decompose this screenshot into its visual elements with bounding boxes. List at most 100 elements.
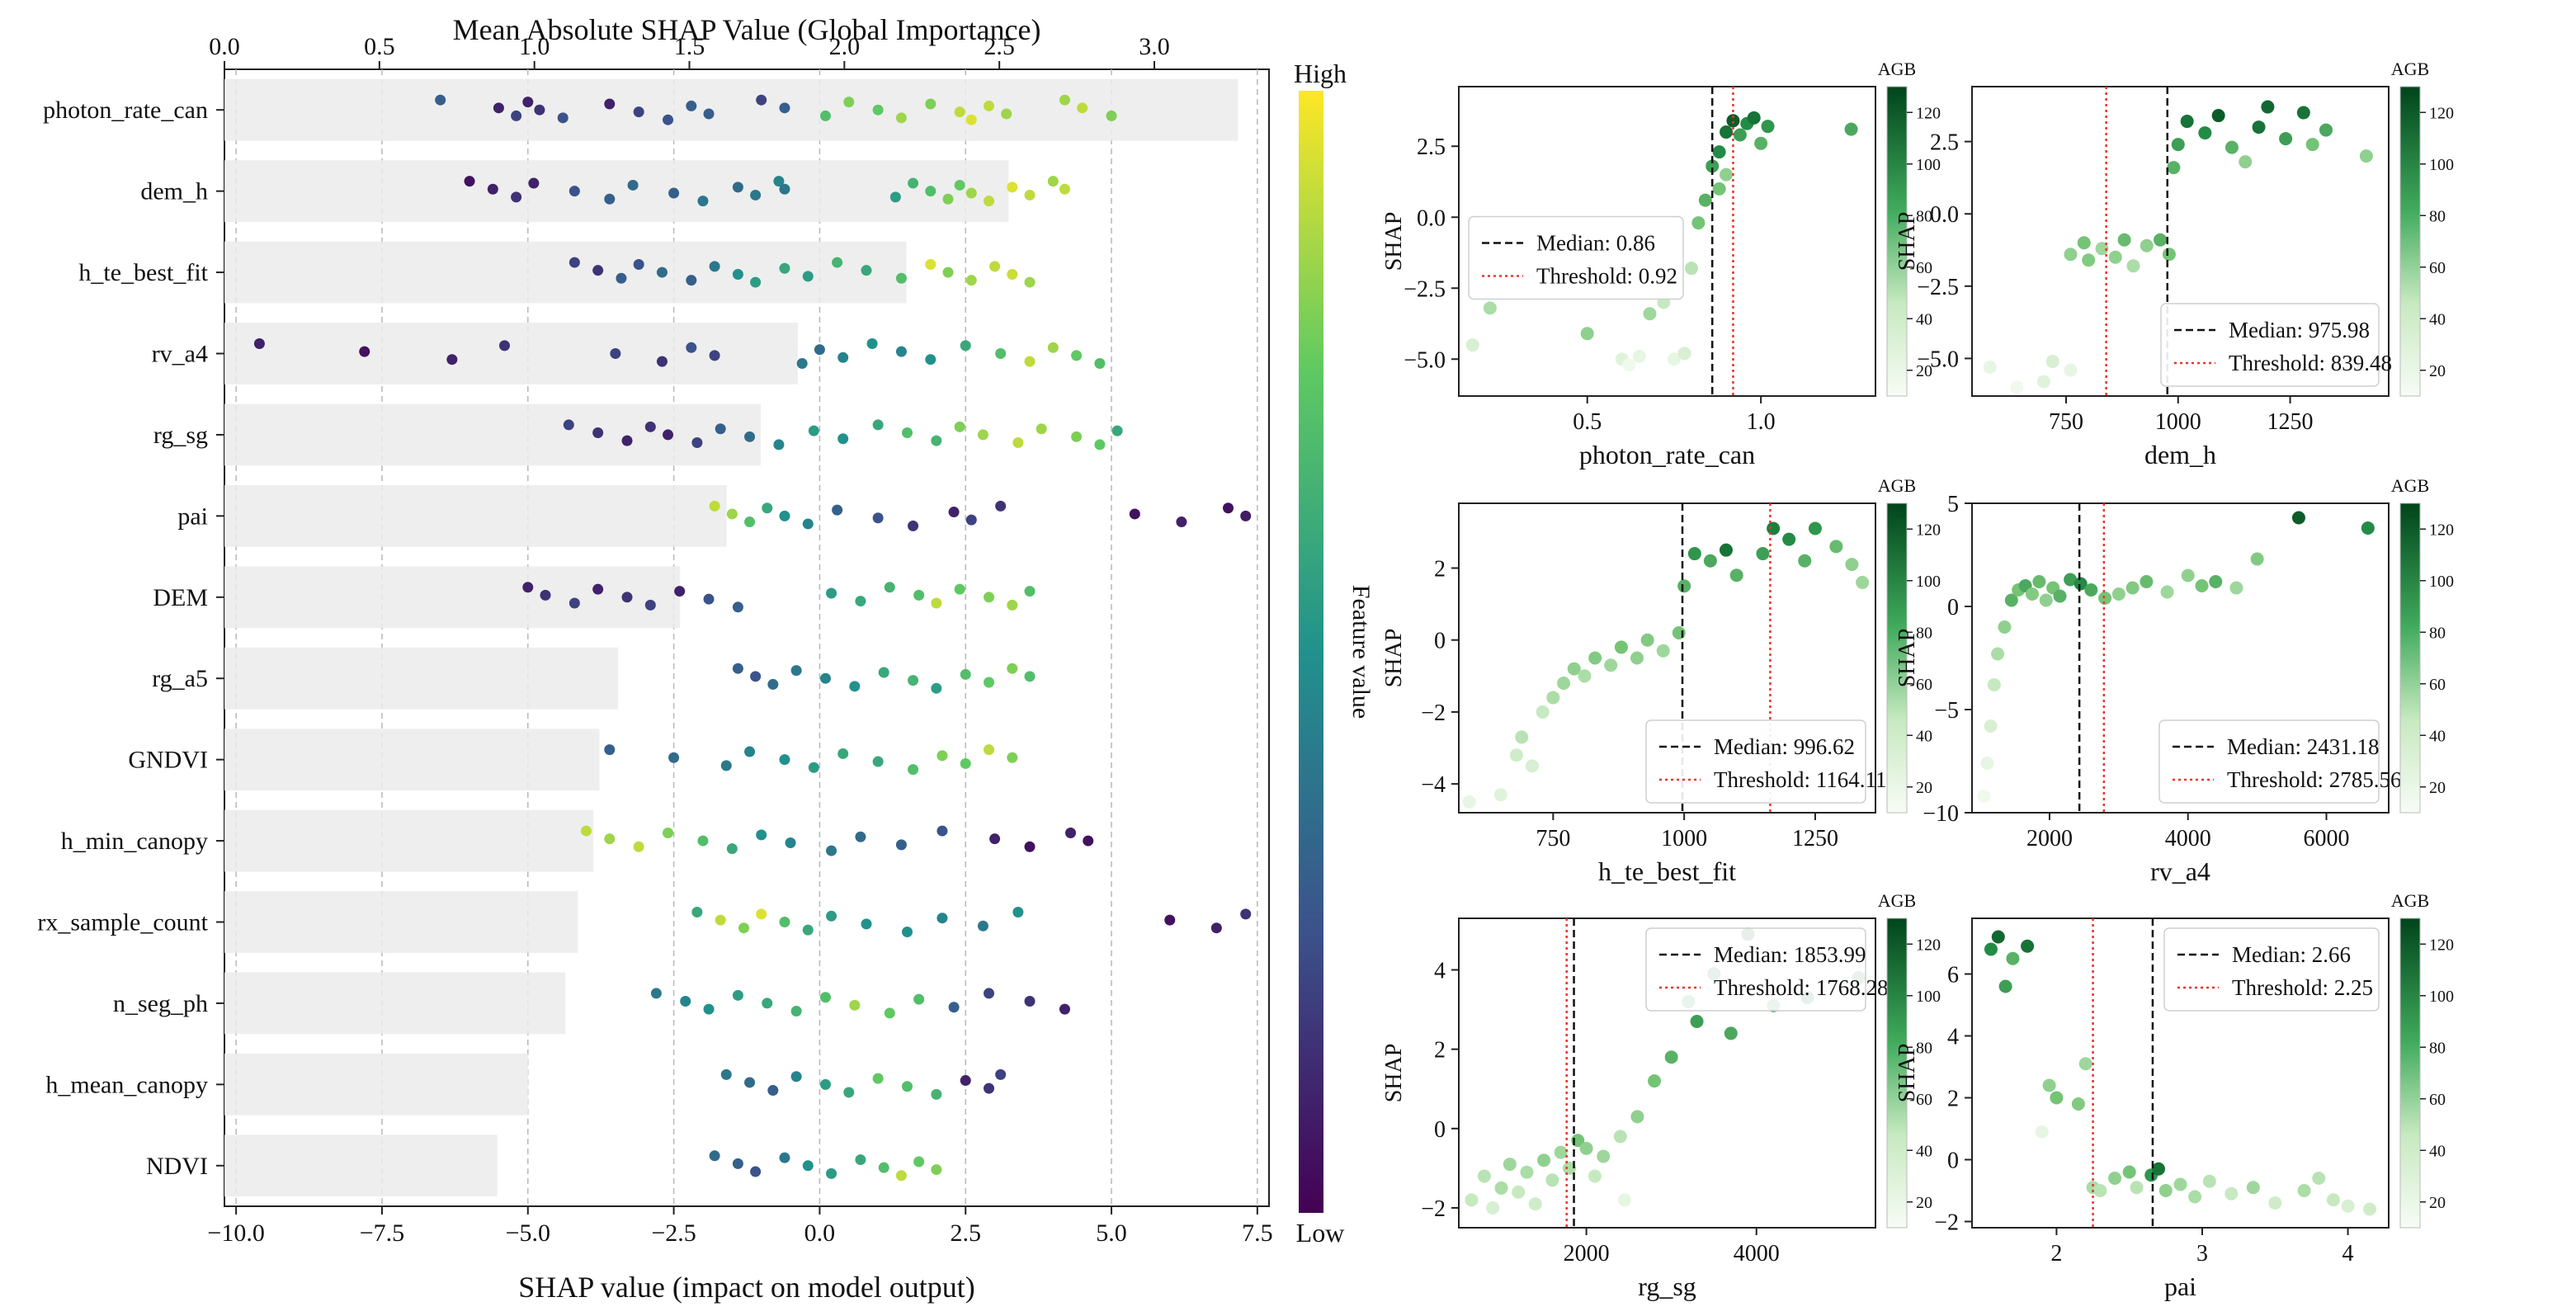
shap-point	[942, 267, 954, 278]
dependence-point	[2250, 552, 2264, 566]
shap-summary-chart: photon_rate_can dem_h h_te_best_fit rv_a4rg…	[37, 13, 1272, 1304]
colorbar-axis-label: Feature value	[1347, 585, 1375, 719]
dependence-panel-rg-sg: 2000 4000 −2 0 2 4 rg_sg SHAP Median: 1853.99 Thr…	[1381, 890, 1941, 1301]
agb-tick-label: 120	[2429, 104, 2454, 122]
shap-point	[762, 998, 773, 1009]
dependence-point	[2093, 1184, 2107, 1197]
importance-bar	[224, 972, 566, 1035]
shap-point	[895, 346, 907, 357]
dependence-point	[2152, 1162, 2166, 1176]
shap-point	[686, 342, 697, 353]
dependence-point	[2082, 253, 2096, 267]
legend-median-label: Median: 2.66	[2232, 942, 2351, 967]
shap-point	[703, 1003, 715, 1015]
shap-point	[709, 500, 720, 512]
colorbar-low-label: Low	[1296, 1218, 1345, 1248]
shap-point	[1071, 350, 1083, 361]
feature-label: h_min_canopy	[61, 828, 208, 855]
panel-xtick-label: 750	[1536, 826, 1570, 851]
importance-tick-label: 1.0	[519, 33, 550, 60]
colorbar-high-label: High	[1294, 59, 1347, 88]
dependence-point	[2209, 575, 2223, 588]
dependence-point	[2225, 140, 2239, 154]
feature-label: photon_rate_can	[43, 97, 208, 124]
legend-box	[1468, 215, 1684, 300]
shap-point	[965, 514, 977, 526]
shap-point	[644, 599, 656, 611]
legend-median-label: Median: 1853.99	[1714, 942, 1866, 967]
dependence-point	[1672, 625, 1686, 639]
shap-point	[954, 421, 965, 432]
agb-colorbar-label: AGB	[2391, 475, 2429, 496]
shap-point	[1012, 907, 1024, 917]
panel-frame	[1971, 86, 2390, 397]
dependence-point	[1844, 122, 1858, 136]
importance-tick-label: 0.5	[364, 33, 395, 60]
agb-tick-label: 80	[2429, 1039, 2446, 1057]
dependence-point	[2064, 573, 2078, 587]
shap-point	[779, 917, 790, 927]
panel-ylabel: SHAP	[1894, 1044, 1920, 1103]
shap-point	[965, 275, 977, 286]
shap-point	[843, 1087, 855, 1098]
shap-point	[995, 500, 1007, 512]
shap-point	[995, 348, 1007, 359]
shap-point	[1024, 996, 1036, 1007]
dependence-point	[1515, 730, 1529, 744]
shap-point	[878, 1162, 889, 1173]
shap-point	[984, 988, 995, 999]
shap-point	[668, 187, 680, 199]
shap-point	[895, 272, 907, 284]
dependence-point	[2111, 587, 2125, 601]
dependence-point	[1754, 136, 1768, 150]
panel-legend: Median: 996.62 Threshold: 1164.11	[1645, 719, 1886, 804]
dependence-point	[2312, 1172, 2326, 1185]
shap-point	[861, 265, 872, 276]
panel-xtick-label: 4000	[2165, 826, 2211, 851]
shap-point	[511, 191, 522, 203]
shap-point	[569, 186, 580, 197]
shap-point	[732, 1158, 743, 1169]
dependence-point	[2173, 1177, 2187, 1191]
importance-tick-label: 1.5	[674, 33, 705, 60]
dependence-point	[1545, 1173, 1559, 1187]
importance-tick-label: 0.0	[209, 33, 240, 60]
dependence-plots: 0.5 1.0 −5.0 −2.5 0.0 2.5 photon_rate_can SHAP M…	[1381, 59, 2454, 1301]
shap-point	[819, 672, 831, 684]
agb-colorbar	[2399, 917, 2421, 1229]
panel-xtick-label: 4	[2342, 1241, 2354, 1266]
dependence-point	[1782, 532, 1796, 546]
dependence-point	[2297, 1184, 2311, 1197]
shap-point	[1164, 914, 1176, 926]
panel-xtick-label: 2	[2050, 1241, 2062, 1266]
summary-xtick-label: 5.0	[1096, 1219, 1127, 1247]
shap-point	[1240, 908, 1252, 920]
feature-label: GNDVI	[128, 747, 208, 774]
shap-point	[931, 682, 942, 694]
shap-point	[487, 183, 498, 195]
shap-point	[837, 351, 849, 363]
shap-point	[674, 586, 686, 597]
panel-ytick-label: 0	[1947, 1149, 1959, 1174]
shap-point	[790, 1071, 802, 1083]
shap-point	[1240, 510, 1252, 521]
importance-bar	[224, 78, 1238, 141]
summary-xtick-label: −7.5	[360, 1219, 404, 1247]
shap-point	[960, 1075, 971, 1087]
legend-median-label: Median: 996.62	[1714, 734, 1855, 759]
shap-point	[1024, 671, 1036, 682]
dependence-point	[2045, 354, 2059, 368]
dependence-point	[1719, 543, 1733, 557]
dependence-point	[1465, 1193, 1479, 1207]
dependence-point	[1664, 1050, 1678, 1064]
shap-point	[715, 914, 726, 926]
shap-point	[1007, 663, 1018, 674]
shap-point	[680, 996, 691, 1007]
shap-point	[925, 186, 937, 197]
shap-point	[937, 913, 948, 924]
importance-bar	[224, 160, 1009, 223]
shap-point	[802, 271, 814, 282]
agb-tick-label: 20	[2429, 779, 2446, 797]
feature-label: DEM	[153, 584, 208, 611]
dependence-point	[2319, 123, 2333, 137]
